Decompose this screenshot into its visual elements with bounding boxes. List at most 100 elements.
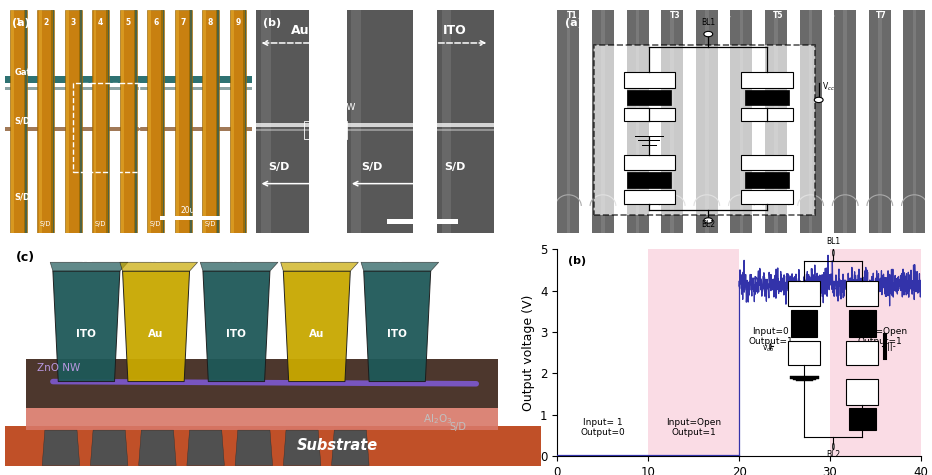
Text: Input=Open
Output=1: Input=Open Output=1 [666,418,721,437]
Text: 6: 6 [153,19,158,28]
Bar [5,87,252,90]
Text: T4: T4 [721,11,732,20]
Text: T1: T1 [79,254,93,264]
Bar [92,10,109,233]
Bar [52,10,54,233]
Bar [834,10,857,233]
Text: S/D: S/D [268,162,290,172]
Bar [229,10,246,233]
Text: 5um: 5um [414,206,432,215]
Text: Al$_2$O$_3$: Al$_2$O$_3$ [423,412,452,426]
Bar [740,10,743,233]
Bar [869,10,891,233]
Bar [557,10,580,233]
Bar [80,10,82,233]
Bar [243,10,246,233]
Text: T2: T2 [618,11,629,20]
Bar [161,10,164,233]
Text: Input= 1
Output=0: Input= 1 Output=0 [581,418,625,437]
Bar [231,10,234,233]
Bar [351,10,361,233]
Bar [624,72,675,87]
Bar [106,10,109,233]
Text: S/D: S/D [150,221,161,227]
Bar [38,10,42,233]
Bar [745,90,789,105]
Text: T3: T3 [670,11,680,20]
Bar [66,10,69,233]
Bar [765,10,787,233]
Bar [442,10,451,233]
Bar [788,341,820,365]
Bar [636,10,639,233]
Text: BL2: BL2 [701,220,716,229]
Text: ITO: ITO [76,329,96,340]
Bar [846,281,879,306]
Text: 20um: 20um [180,206,202,215]
Bar [705,10,708,233]
Bar [903,10,925,233]
Bar [627,90,671,105]
Polygon shape [50,262,128,271]
Bar [624,108,675,121]
Bar [742,72,793,87]
Polygon shape [90,430,128,466]
Bar [188,10,191,233]
Bar [642,145,657,146]
Bar [601,10,605,233]
Bar [51,10,54,233]
Text: BL1: BL1 [701,18,716,27]
Text: BL1: BL1 [827,237,841,246]
Text: 2: 2 [43,19,48,28]
Bar [635,136,665,137]
Text: T6: T6 [825,11,835,20]
Bar [11,10,14,233]
Text: ITO: ITO [388,329,407,340]
Bar [437,10,494,233]
Polygon shape [283,271,350,381]
Polygon shape [203,271,270,381]
Text: Substrate: Substrate [296,438,377,453]
Bar [624,190,675,204]
Bar [190,10,191,233]
Bar [245,10,246,233]
Circle shape [704,31,713,37]
Polygon shape [120,262,198,271]
Text: S/D: S/D [40,221,51,227]
Text: S/D: S/D [361,162,382,172]
Text: 1: 1 [16,19,21,28]
Circle shape [770,343,771,350]
Bar [304,121,347,139]
Bar [742,108,793,121]
Bar [5,76,252,83]
Text: (a): (a) [12,19,30,28]
Bar [567,10,570,233]
Text: S/D: S/D [95,221,106,227]
Text: BL2: BL2 [827,450,841,459]
Bar [846,341,879,365]
Bar [849,310,875,337]
Bar [595,45,815,215]
Text: S/D: S/D [15,192,31,201]
Bar [347,10,413,233]
Bar [843,10,847,233]
Bar [796,379,813,381]
Bar [65,10,82,233]
Bar [809,10,813,233]
Bar [846,379,879,405]
Bar [5,127,252,131]
Polygon shape [139,430,176,466]
Bar [26,360,498,408]
Text: S/D: S/D [444,162,465,172]
Polygon shape [42,430,80,466]
Text: T1: T1 [567,11,578,20]
Text: T2: T2 [149,254,163,264]
Polygon shape [363,271,431,381]
Bar [256,123,494,127]
Polygon shape [281,262,359,271]
Text: Input=0
Output=1: Input=0 Output=1 [748,327,793,346]
Bar [147,10,164,233]
Bar [774,10,778,233]
Text: T5: T5 [391,254,404,264]
Text: T5: T5 [773,11,784,20]
